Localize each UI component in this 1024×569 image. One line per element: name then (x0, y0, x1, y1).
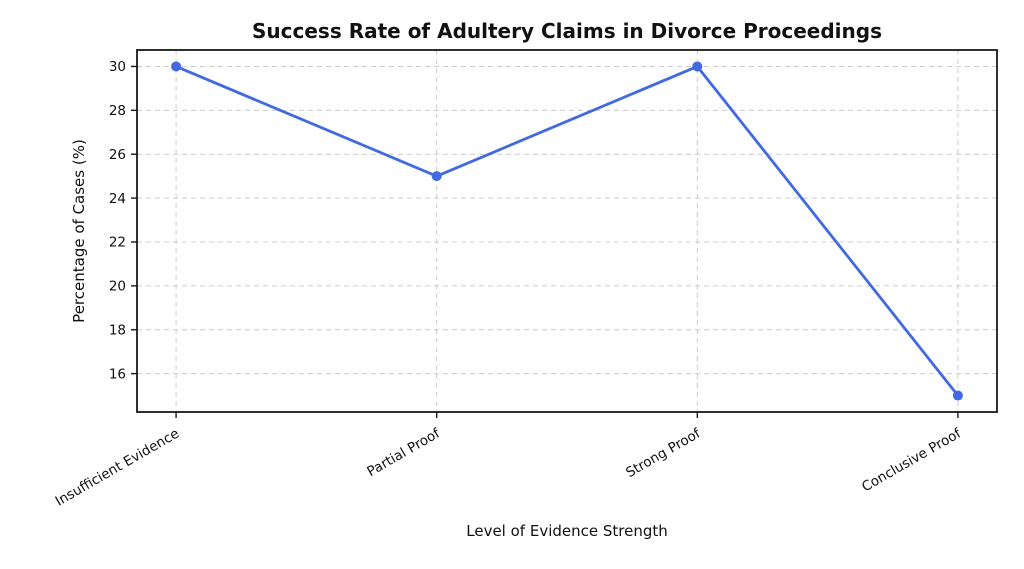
data-point (431, 171, 442, 182)
y-tick-label: 18 (109, 322, 126, 338)
x-category-label: Partial Proof (364, 425, 443, 480)
plot-frame (136, 49, 998, 413)
x-category-label: Strong Proof (623, 425, 704, 481)
y-tick-label: 24 (109, 191, 126, 207)
y-tick-label: 26 (109, 147, 126, 163)
x-category-label: Conclusive Proof (859, 425, 965, 495)
y-axis-label: Percentage of Cases (%) (70, 139, 88, 323)
data-line (174, 65, 960, 397)
y-tick-label: 16 (109, 366, 126, 382)
plot-area: 16 18 20 22 24 26 28 30 Insufficient Evidence Par… (53, 49, 998, 510)
y-tick-label: 22 (109, 235, 126, 251)
data-point (952, 390, 963, 401)
data-point (171, 61, 182, 72)
x-category-label: Insufficient Evidence (53, 426, 182, 510)
y-tick-label: 20 (109, 279, 126, 295)
y-tick-label: 30 (109, 59, 126, 75)
x-axis-label: Level of Evidence Strength (466, 522, 668, 540)
data-point (692, 61, 703, 72)
chart-title: Success Rate of Adultery Claims in Divor… (252, 19, 882, 43)
y-tick-label: 28 (109, 103, 126, 119)
